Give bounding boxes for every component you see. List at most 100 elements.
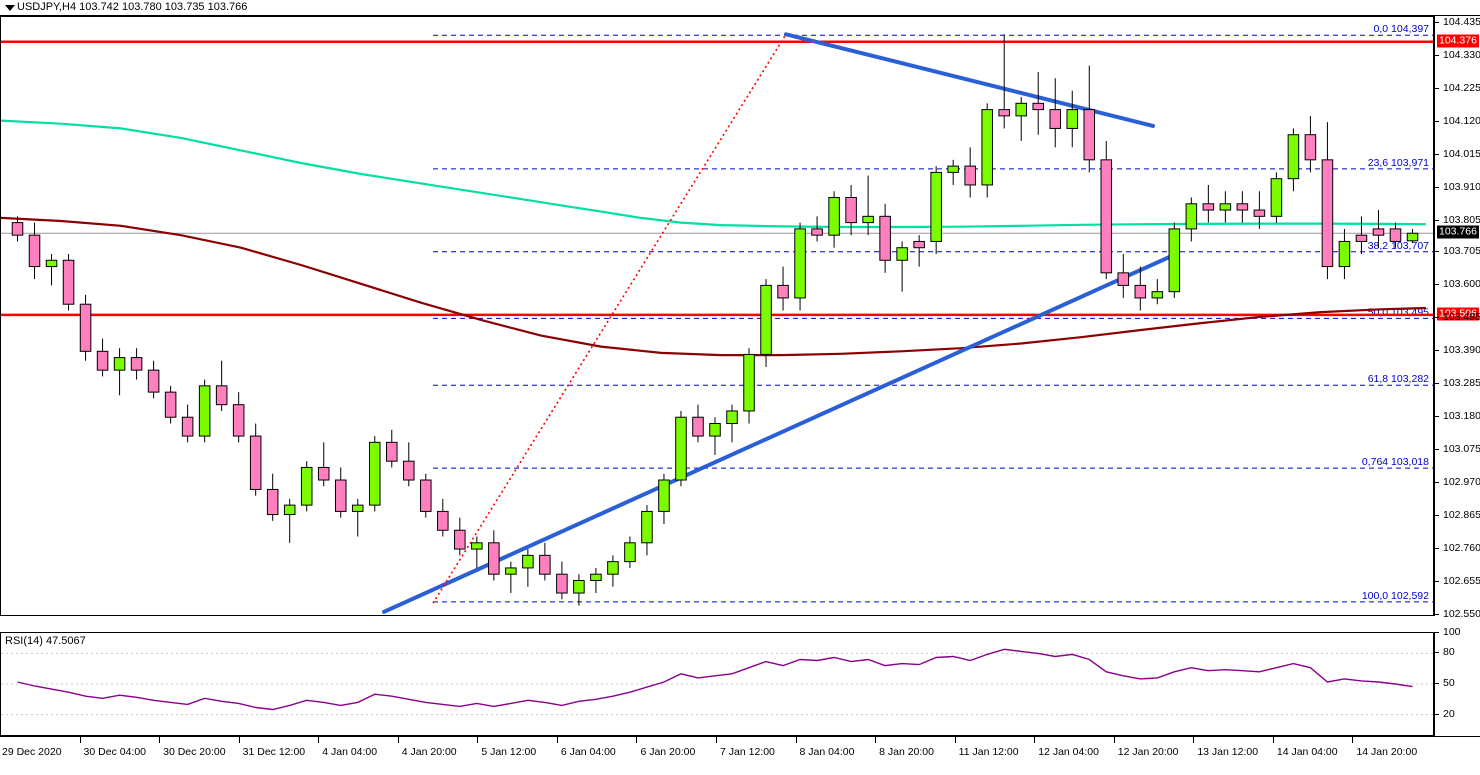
candle-body[interactable] xyxy=(62,259,75,305)
candle-body[interactable] xyxy=(232,404,245,437)
candle-body[interactable] xyxy=(420,479,432,512)
time-axis-label: 4 Jan 04:00 xyxy=(322,746,378,758)
candle-body[interactable] xyxy=(198,385,211,437)
price-axis-label: 103.180 xyxy=(1443,410,1480,423)
candle-body[interactable] xyxy=(658,479,670,512)
candle-body[interactable] xyxy=(573,579,585,594)
candle-body[interactable] xyxy=(1185,203,1198,230)
candle-body[interactable] xyxy=(828,196,840,236)
candle-body[interactable] xyxy=(1015,102,1027,117)
ascending-trendline[interactable] xyxy=(382,252,1178,614)
time-axis[interactable]: 29 Dec 2020 30 Dec 04:00 30 Dec 20:00 31 De… xyxy=(0,736,1480,775)
candle-body[interactable] xyxy=(981,109,993,186)
candle-body[interactable] xyxy=(896,247,908,261)
candle-body[interactable] xyxy=(1406,232,1419,242)
rsi-axis[interactable]: 100 80 50 20 xyxy=(1434,626,1480,736)
candle-body[interactable] xyxy=(1287,134,1300,180)
price-pane[interactable]: 0,0 104,397 23,6 103,971 38,2 103,707 50,0 … xyxy=(0,16,1434,616)
candle-body[interactable] xyxy=(794,228,806,299)
candle-body[interactable] xyxy=(709,423,721,437)
candle-body[interactable] xyxy=(777,284,789,299)
candle-body[interactable] xyxy=(1168,228,1181,293)
price-axis-tick xyxy=(1435,548,1439,550)
candle-body[interactable] xyxy=(879,215,891,261)
candle-body[interactable] xyxy=(488,542,500,575)
candle-body[interactable] xyxy=(743,353,755,412)
candle-body[interactable] xyxy=(675,416,687,481)
candle-body[interactable] xyxy=(930,171,942,242)
candle-body[interactable] xyxy=(1219,203,1232,211)
candle-body[interactable] xyxy=(726,410,738,425)
candle-body[interactable] xyxy=(96,350,109,371)
time-axis-tick xyxy=(1272,737,1274,743)
candle-body[interactable] xyxy=(760,284,772,355)
fib-trend-line[interactable] xyxy=(432,33,787,604)
candle-body[interactable] xyxy=(215,385,228,406)
candle-body[interactable] xyxy=(368,441,381,506)
candle-body[interactable] xyxy=(1134,284,1147,299)
price-axis[interactable]: 104.435 104.376 104.330 104.225 104.120 104.0… xyxy=(1434,16,1480,620)
candle-body[interactable] xyxy=(1253,209,1266,217)
candle-body[interactable] xyxy=(79,303,92,352)
rsi-axis-label: 100 xyxy=(1443,626,1461,638)
candle-body[interactable] xyxy=(1389,228,1402,242)
candle-body[interactable] xyxy=(1066,109,1079,129)
candle-body[interactable] xyxy=(300,466,313,506)
candle-body[interactable] xyxy=(1236,203,1249,211)
candle-body[interactable] xyxy=(1049,109,1062,129)
candle-body[interactable] xyxy=(539,554,551,575)
rsi-pane[interactable]: RSI(14) 47.5067 xyxy=(0,632,1434,736)
candle-body[interactable] xyxy=(947,165,959,173)
candle-body[interactable] xyxy=(624,542,636,563)
candle-body[interactable] xyxy=(1100,159,1113,274)
candle-body[interactable] xyxy=(130,357,143,371)
candle-body[interactable] xyxy=(266,488,279,516)
candle-body[interactable] xyxy=(454,529,466,550)
candle-body[interactable] xyxy=(1338,240,1351,268)
candle-body[interactable] xyxy=(1304,134,1317,161)
candle-body[interactable] xyxy=(45,259,58,268)
candle-body[interactable] xyxy=(1083,109,1096,161)
candle-body[interactable] xyxy=(471,542,483,550)
candle-body[interactable] xyxy=(1117,272,1130,286)
candle-body[interactable] xyxy=(403,460,415,481)
time-axis-label: 11 Jan 12:00 xyxy=(958,746,1019,758)
descending-trendline[interactable] xyxy=(784,32,1155,128)
price-axis-tick xyxy=(1435,317,1439,319)
candle-body[interactable] xyxy=(1355,234,1368,242)
candle-body[interactable] xyxy=(147,369,160,393)
candle-body[interactable] xyxy=(590,573,602,581)
candle-body[interactable] xyxy=(641,510,653,544)
candle-body[interactable] xyxy=(1372,228,1385,236)
candle-body[interactable] xyxy=(113,357,126,371)
candle-body[interactable] xyxy=(913,240,925,249)
price-axis-label: 102.865 xyxy=(1443,509,1480,522)
candle-body[interactable] xyxy=(964,165,976,186)
candle-body[interactable] xyxy=(692,416,704,437)
candle-body[interactable] xyxy=(249,435,262,490)
candle-body[interactable] xyxy=(351,504,364,512)
candle-body[interactable] xyxy=(862,215,874,224)
candle-body[interactable] xyxy=(505,567,517,575)
candle-body[interactable] xyxy=(1202,203,1215,211)
candle-body[interactable] xyxy=(1032,102,1045,111)
candle-body[interactable] xyxy=(845,196,857,224)
candle-body[interactable] xyxy=(1151,291,1164,299)
candle-body[interactable] xyxy=(334,479,347,512)
candle-body[interactable] xyxy=(1321,159,1334,268)
candle-body[interactable] xyxy=(181,416,194,437)
candle-body[interactable] xyxy=(607,561,619,575)
candle-body[interactable] xyxy=(385,441,398,462)
candle-body[interactable] xyxy=(11,222,24,236)
candle-body[interactable] xyxy=(437,510,449,531)
candle-body[interactable] xyxy=(998,109,1010,117)
candle-body[interactable] xyxy=(1270,178,1283,217)
candle-body[interactable] xyxy=(522,554,534,569)
candle-body[interactable] xyxy=(556,573,568,594)
candle-body[interactable] xyxy=(164,391,177,418)
candle-body[interactable] xyxy=(28,234,41,268)
triangle-down-icon[interactable] xyxy=(5,5,15,11)
candle-body[interactable] xyxy=(811,228,823,236)
candle-body[interactable] xyxy=(317,466,330,481)
candle-body[interactable] xyxy=(283,504,296,516)
